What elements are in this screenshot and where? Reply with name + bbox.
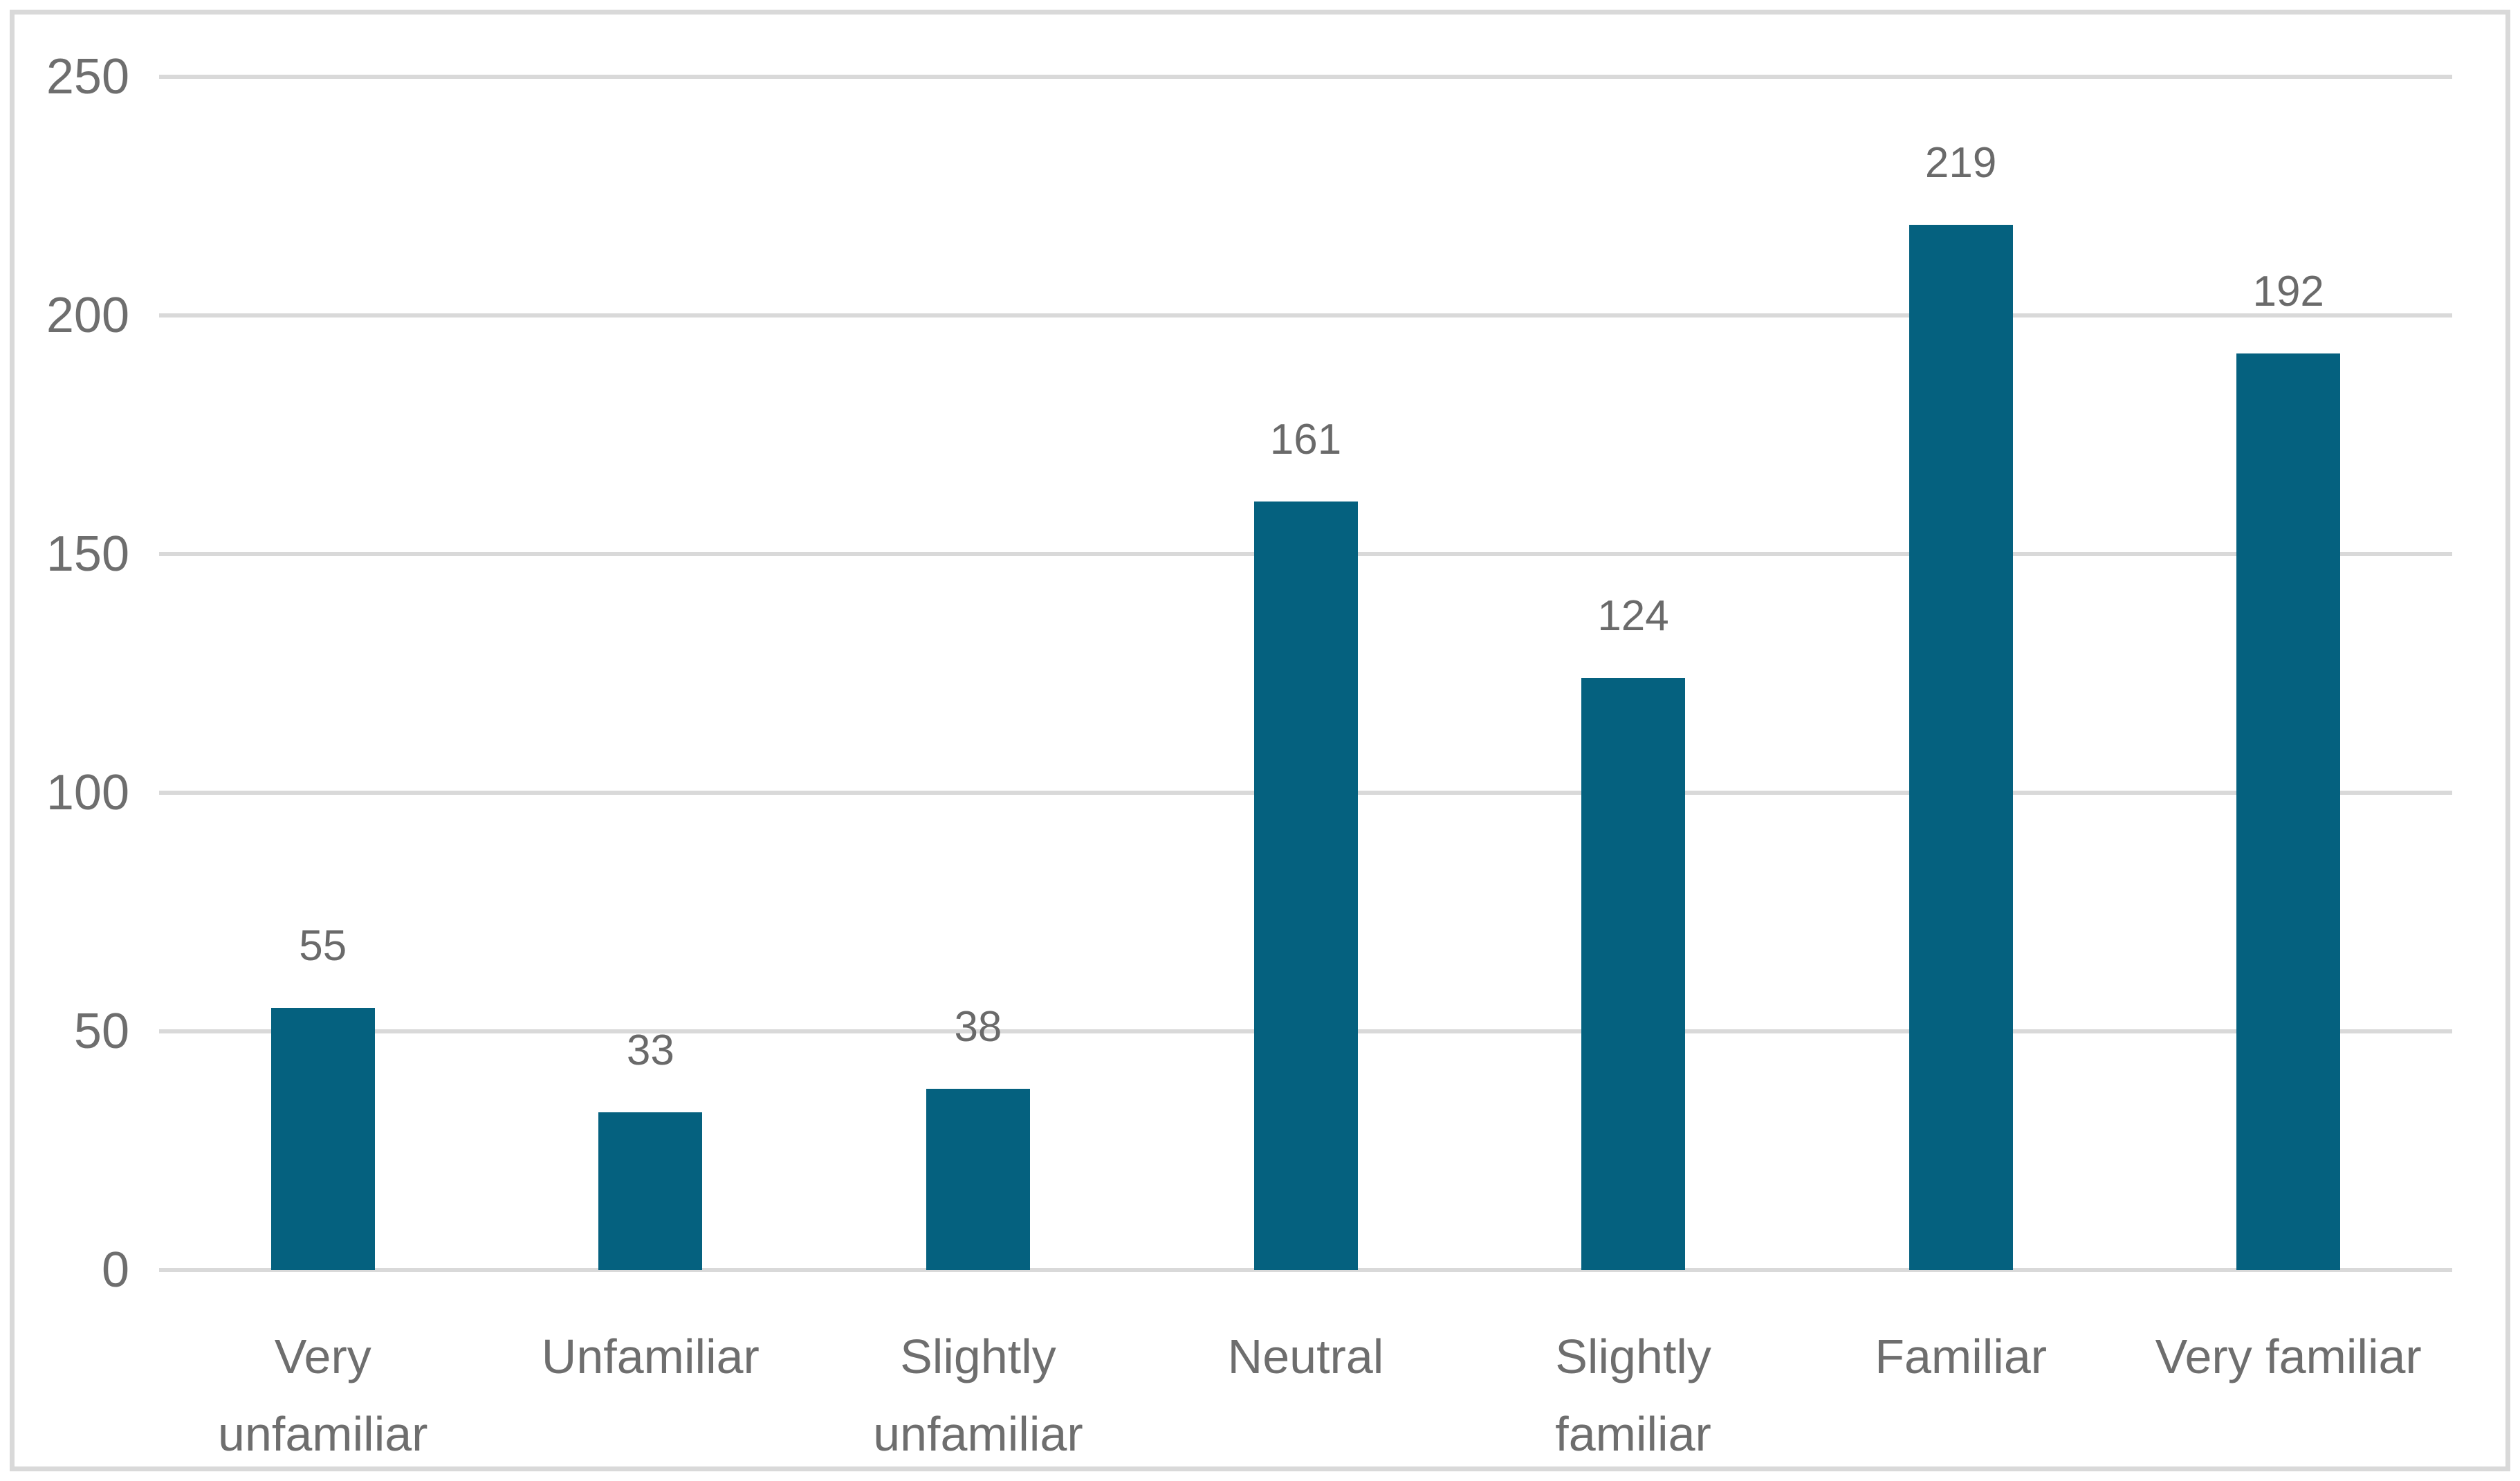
y-tick-label-150: 150 [46,526,129,582]
y-tick-label-250: 250 [46,49,129,104]
y-tick-label-0: 0 [101,1242,129,1298]
bar [1581,678,1686,1270]
bar [926,1088,1030,1270]
bar-value-label: 219 [1924,138,1997,187]
bar-value-label: 161 [1269,416,1342,464]
category-label: Neutral [1227,1330,1384,1383]
category-label: Very unfamiliar [218,1330,428,1461]
gridline-250 [159,75,2452,79]
category-label: Familiar [1875,1330,2048,1383]
y-tick-label-100: 100 [46,765,129,820]
y-tick-label-50: 50 [73,1004,129,1059]
gridline-0 [159,1268,2452,1272]
category-label: Unfamiliar [541,1330,760,1383]
bar-value-label: 33 [626,1027,674,1075]
bar [598,1112,703,1270]
bar [1253,502,1358,1270]
bar-value-label: 55 [299,921,347,970]
bar-value-label: 38 [954,1002,1002,1051]
bar-value-label: 192 [2252,268,2324,316]
bar [2236,353,2341,1270]
gridline-200 [159,313,2452,318]
category-label: Very familiar [2155,1330,2422,1383]
y-tick-label-200: 200 [46,288,129,343]
category-label: Slightly unfamiliar [873,1330,1083,1461]
bar [270,1007,375,1270]
bar-value-label: 124 [1597,592,1669,641]
bar [1909,224,2013,1270]
category-label: Slightly familiar [1555,1330,1711,1461]
